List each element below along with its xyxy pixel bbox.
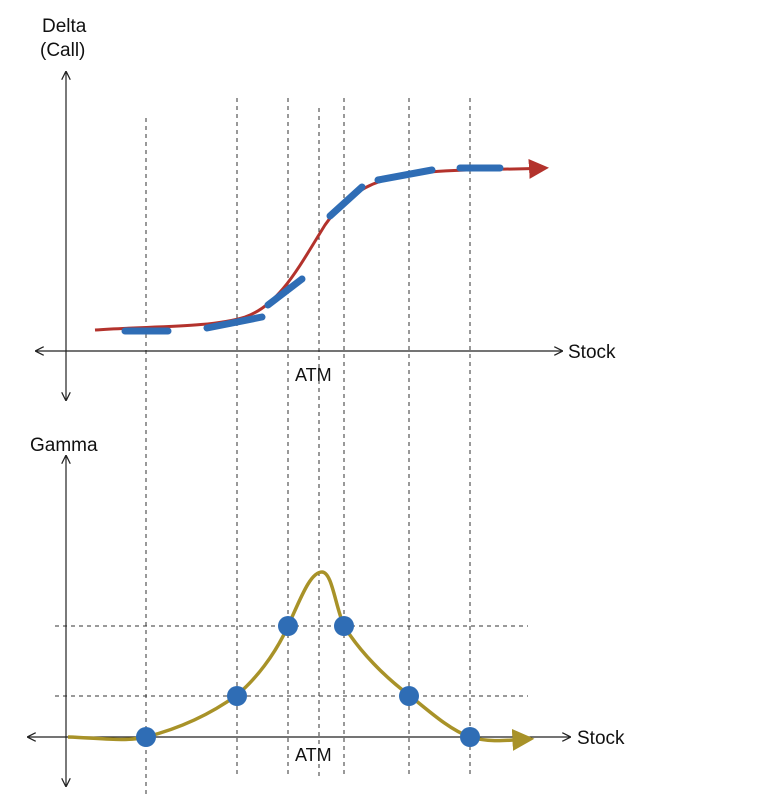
gamma-point-5 (399, 686, 419, 706)
tangent-segment-4 (326, 183, 366, 220)
delta-y-label-line2: (Call) (40, 40, 85, 61)
gamma-x-label: Stock (577, 728, 625, 749)
delta-y-label-line1: Delta (42, 16, 87, 37)
delta-tangent-segments (121, 164, 504, 335)
tangent-segment-3 (264, 275, 306, 309)
vertical-guides (145, 98, 471, 798)
gamma-point-2 (227, 686, 247, 706)
delta-chart: Delta (Call) Stock ATM (36, 16, 616, 400)
gamma-curve (67, 570, 535, 751)
gamma-atm-label: ATM (295, 745, 332, 765)
tangent-segment-5 (374, 166, 436, 184)
gamma-points (136, 616, 480, 747)
gamma-point-3 (278, 616, 298, 636)
delta-curve (94, 158, 549, 332)
delta-atm-label: ATM (295, 365, 332, 385)
gamma-point-1 (136, 727, 156, 747)
gamma-point-6 (460, 727, 480, 747)
tangent-segment-2 (203, 313, 266, 332)
horizontal-guides (55, 625, 528, 697)
gamma-chart: Gamma Stock ATM (28, 435, 625, 786)
gamma-y-label: Gamma (30, 435, 98, 456)
delta-x-label: Stock (568, 342, 616, 363)
gamma-point-4 (334, 616, 354, 636)
